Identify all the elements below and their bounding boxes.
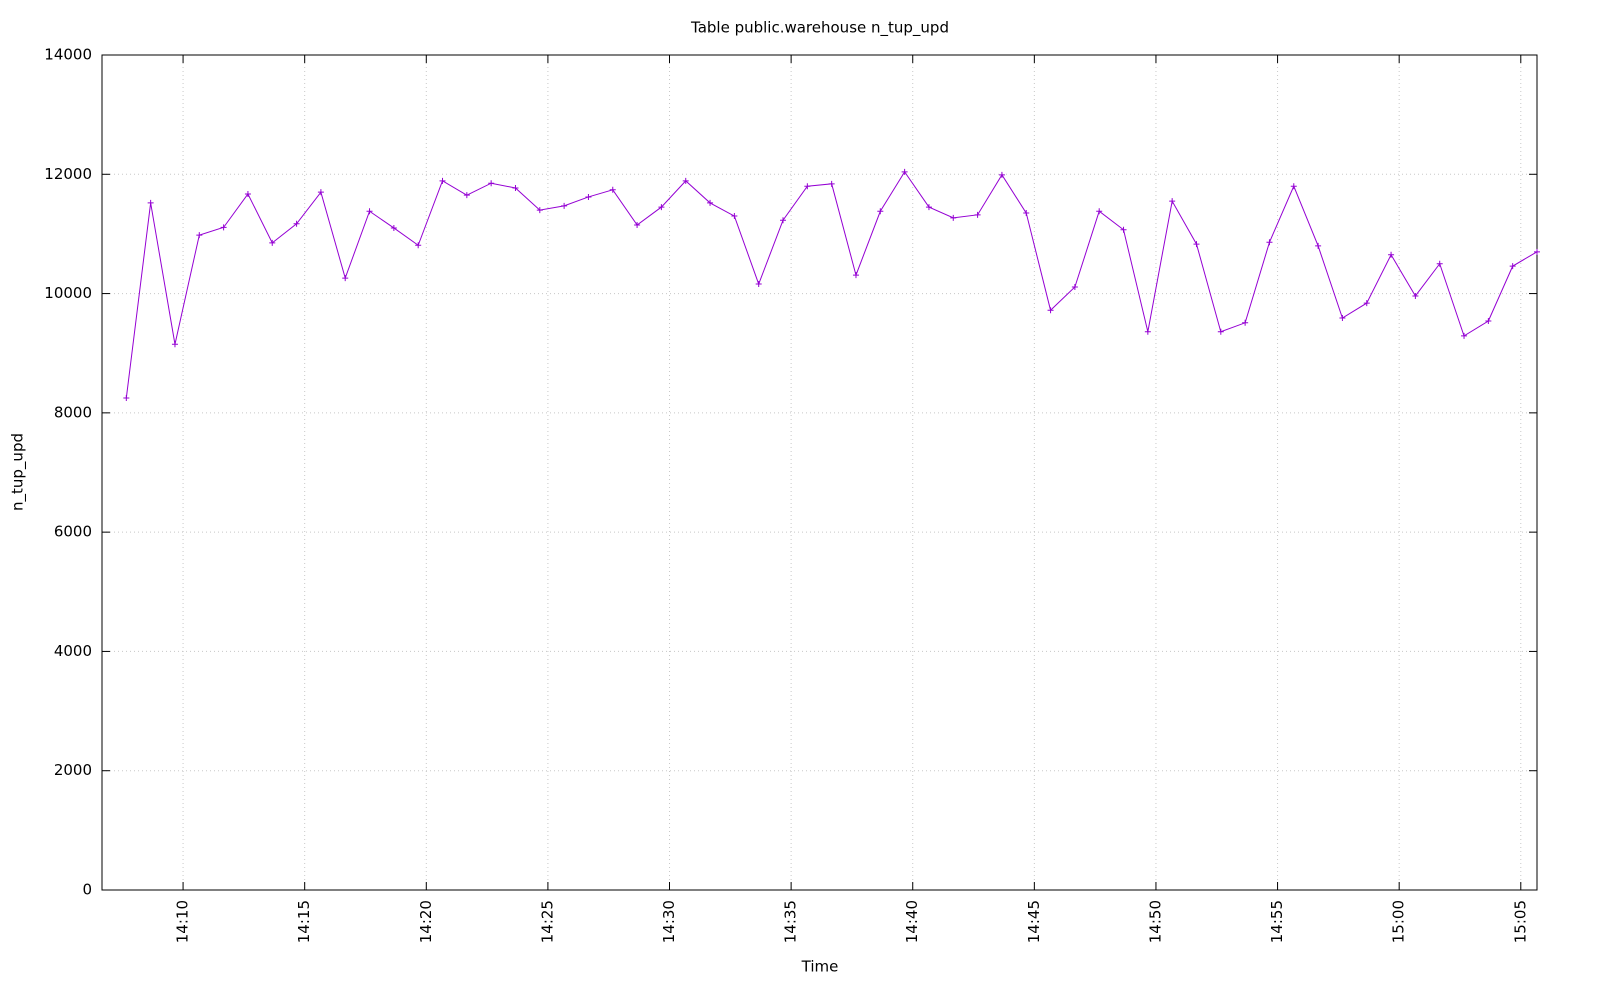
- point-marker: [171, 341, 178, 348]
- point-marker: [1290, 183, 1297, 190]
- point-marker: [1096, 208, 1103, 215]
- y-tick-label: 0: [82, 881, 92, 899]
- point-marker: [1242, 319, 1249, 326]
- point-marker: [1266, 239, 1273, 246]
- point-marker: [877, 208, 884, 215]
- point-marker: [415, 242, 422, 249]
- point-marker: [1363, 300, 1370, 307]
- point-marker: [1047, 307, 1054, 314]
- point-marker: [123, 394, 130, 401]
- point-marker: [293, 220, 300, 227]
- y-tick-label: 8000: [54, 403, 92, 421]
- point-marker: [950, 214, 957, 221]
- point-marker: [998, 171, 1005, 178]
- point-marker: [755, 281, 762, 288]
- point-marker: [1388, 251, 1395, 258]
- x-tick-label: 15:05: [1511, 900, 1529, 943]
- point-marker: [925, 204, 932, 211]
- y-tick-label: 2000: [54, 761, 92, 779]
- y-tick-label: 10000: [44, 284, 92, 302]
- point-marker: [804, 183, 811, 190]
- point-marker: [1071, 284, 1078, 291]
- x-axis-label: Time: [801, 958, 839, 976]
- x-tick-label: 14:25: [538, 900, 556, 943]
- point-marker: [634, 221, 641, 228]
- point-marker: [731, 213, 738, 220]
- plot-frame: [101, 54, 1538, 891]
- x-tick-label: 14:55: [1268, 900, 1286, 943]
- point-marker: [780, 217, 787, 224]
- point-marker: [1485, 318, 1492, 325]
- point-marker: [1315, 242, 1322, 249]
- point-marker: [220, 224, 227, 231]
- x-tick-label: 14:20: [417, 900, 435, 943]
- x-tick-label: 14:40: [903, 900, 921, 943]
- point-marker: [901, 168, 908, 175]
- x-tick-label: 15:00: [1390, 900, 1408, 943]
- y-tick-label: 4000: [54, 642, 92, 660]
- point-marker: [707, 199, 714, 206]
- point-marker: [342, 275, 349, 282]
- point-marker: [269, 239, 276, 246]
- point-marker: [1023, 210, 1030, 217]
- point-marker: [439, 177, 446, 184]
- point-marker: [536, 207, 543, 214]
- point-marker: [463, 192, 470, 199]
- x-tick-label: 14:50: [1146, 900, 1164, 943]
- point-marker: [1412, 292, 1419, 299]
- point-marker: [1534, 248, 1540, 255]
- point-marker: [1169, 198, 1176, 205]
- point-marker: [1461, 332, 1468, 339]
- point-marker: [196, 232, 203, 239]
- point-marker: [244, 190, 251, 197]
- x-tick-label: 14:35: [782, 900, 800, 943]
- point-marker: [585, 193, 592, 200]
- point-marker: [317, 189, 324, 196]
- point-marker: [1436, 260, 1443, 267]
- point-marker: [488, 180, 495, 187]
- point-marker: [658, 204, 665, 211]
- point-marker: [609, 186, 616, 193]
- point-marker: [1193, 241, 1200, 248]
- point-marker: [1217, 328, 1224, 335]
- point-marker: [561, 202, 568, 209]
- point-marker: [390, 224, 397, 231]
- point-marker: [828, 180, 835, 187]
- point-marker: [366, 208, 373, 215]
- y-axis-label: n_tup_upd: [9, 433, 28, 511]
- point-marker: [147, 199, 154, 206]
- y-tick-label: 6000: [54, 523, 92, 541]
- point-marker: [682, 177, 689, 184]
- x-tick-label: 14:30: [660, 900, 678, 943]
- point-marker: [974, 211, 981, 218]
- point-marker: [1120, 226, 1127, 233]
- point-marker: [1144, 328, 1151, 335]
- x-tick-label: 14:15: [295, 900, 313, 943]
- y-tick-label: 14000: [44, 46, 92, 64]
- point-marker: [1339, 315, 1346, 322]
- point-marker: [512, 185, 519, 192]
- x-tick-label: 14:10: [174, 900, 192, 943]
- x-tick-label: 14:45: [1025, 900, 1043, 943]
- y-tick-label: 12000: [44, 165, 92, 183]
- point-marker: [1509, 263, 1516, 270]
- point-marker: [852, 272, 859, 279]
- chart-title: Table public.warehouse n_tup_upd: [690, 19, 949, 38]
